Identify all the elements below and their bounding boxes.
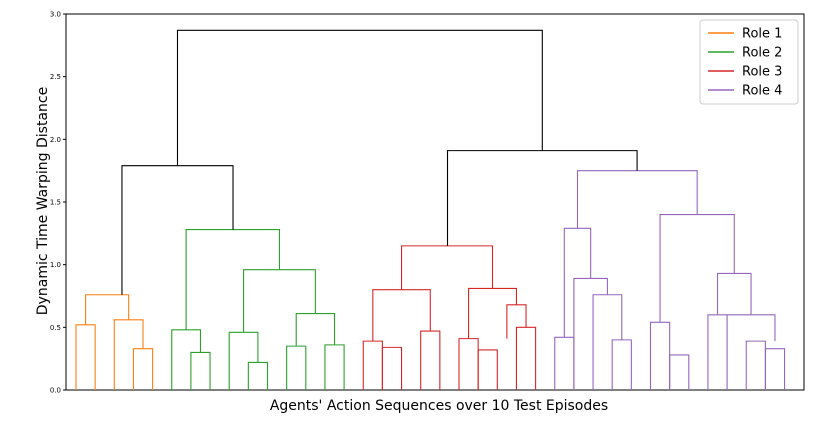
dendrogram-link bbox=[458, 338, 479, 390]
dendrogram-link bbox=[554, 336, 575, 390]
dendrogram-link bbox=[113, 319, 144, 390]
dendrogram-link bbox=[85, 294, 130, 325]
dendrogram-link bbox=[185, 229, 281, 330]
dendrogram-link bbox=[132, 348, 154, 390]
legend-box bbox=[699, 19, 799, 105]
dendrogram-link bbox=[286, 345, 307, 390]
dendrogram-link bbox=[372, 289, 431, 342]
dendrogram-link bbox=[716, 272, 752, 315]
x-axis-title: Agents' Action Sequences over 10 Test Ep… bbox=[270, 398, 608, 414]
plot-frame bbox=[65, 13, 805, 391]
y-tick-label: 3.0 bbox=[50, 11, 61, 19]
dendrogram-link bbox=[75, 324, 96, 390]
dendrogram-link bbox=[446, 150, 638, 246]
y-tick-label: 2.5 bbox=[50, 73, 61, 81]
dendrogram-link bbox=[243, 269, 316, 333]
y-axis-title: Dynamic Time Warping Distance bbox=[35, 87, 51, 315]
plot-border bbox=[65, 13, 805, 391]
dendrogram-link bbox=[659, 213, 735, 323]
dendrogram-link bbox=[381, 346, 403, 390]
legend-label: Role 2 bbox=[742, 46, 782, 61]
y-tick-label: 0.0 bbox=[50, 387, 61, 395]
dendrogram-link bbox=[295, 312, 336, 347]
dendrogram-link bbox=[764, 348, 786, 390]
legend-label: Role 3 bbox=[742, 65, 782, 80]
y-tick-label: 2.0 bbox=[50, 136, 61, 144]
dendrogram-link bbox=[563, 227, 592, 338]
dendrogram-link bbox=[707, 314, 728, 390]
dendrogram-link bbox=[611, 339, 632, 390]
dendrogram-link bbox=[649, 321, 671, 390]
dendrogram-link bbox=[745, 340, 766, 390]
dendrogram-link bbox=[190, 351, 211, 390]
dendrogram-link bbox=[669, 354, 690, 390]
y-tick-label: 1.5 bbox=[50, 199, 61, 207]
y-tick-label: 1.0 bbox=[50, 261, 61, 269]
dendrogram-link bbox=[515, 326, 537, 390]
dendrogram-link bbox=[176, 29, 543, 166]
dendrogram-link bbox=[121, 165, 234, 295]
legend: Role 1 Role 2 Role 3 Role 4 bbox=[699, 19, 799, 105]
dendrogram-link bbox=[727, 314, 776, 342]
dendrogram-link bbox=[247, 361, 269, 390]
dendrogram-link bbox=[228, 331, 259, 390]
dendrogram-link bbox=[171, 329, 202, 390]
dendrogram-link bbox=[420, 330, 441, 390]
dendrogram-links bbox=[75, 29, 786, 390]
legend-label: Role 1 bbox=[742, 27, 782, 42]
dendrogram-link bbox=[324, 344, 345, 390]
dendrogram-link bbox=[401, 245, 494, 290]
dendrogram-link bbox=[362, 340, 383, 390]
dendrogram-link bbox=[468, 287, 517, 339]
dendrogram-link bbox=[576, 170, 698, 229]
legend-label: Role 4 bbox=[742, 84, 782, 99]
dendrogram-link bbox=[477, 349, 498, 390]
dendrogram-link bbox=[592, 294, 623, 390]
y-tick-label: 0.5 bbox=[50, 324, 61, 332]
y-axis: 0.0 0.5 1.0 1.5 2.0 2.5 3.0 bbox=[50, 11, 66, 395]
